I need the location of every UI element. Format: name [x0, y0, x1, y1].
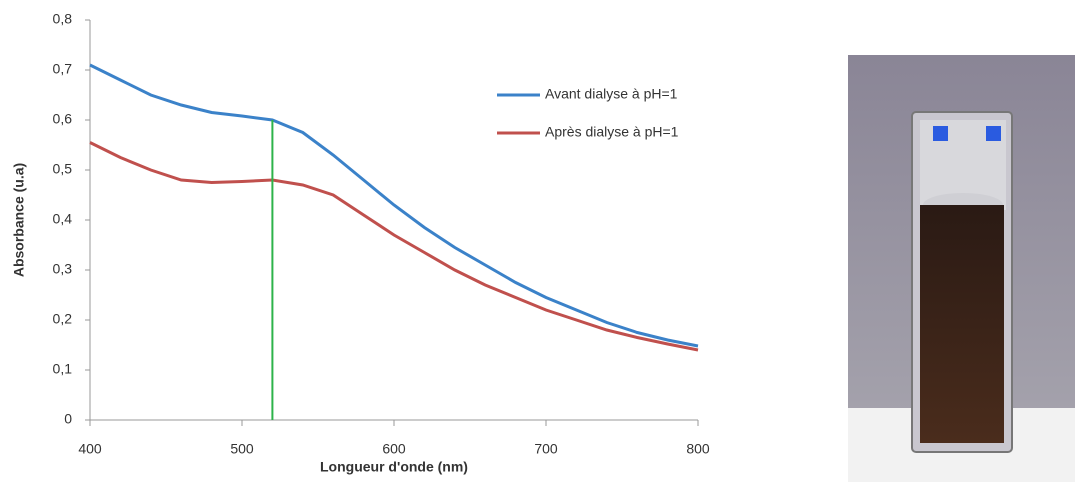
- y-tick-label: 0,2: [53, 311, 73, 327]
- x-axis-title: Longueur d'onde (nm): [320, 459, 468, 475]
- photo: [848, 55, 1075, 482]
- y-tick-label: 0,5: [53, 161, 73, 177]
- y-tick-label: 0,8: [53, 11, 73, 27]
- series-line: [89, 63, 699, 348]
- x-tick-label: 800: [686, 441, 710, 457]
- x-tick-label: 600: [382, 441, 406, 457]
- legend-label: Après dialyse à pH=1: [545, 124, 679, 140]
- y-tick-label: 0,6: [53, 111, 73, 127]
- series-line: [89, 141, 699, 352]
- x-tick-label: 400: [78, 441, 102, 457]
- y-axis-title: Absorbance (u.a): [11, 163, 27, 277]
- y-tick-label: 0,3: [53, 261, 73, 277]
- y-tick-label: 0: [64, 411, 72, 427]
- y-tick-label: 0,7: [53, 61, 73, 77]
- x-tick-label: 700: [534, 441, 558, 457]
- y-tick-label: 0,1: [53, 361, 73, 377]
- x-tick-label: 500: [230, 441, 254, 457]
- legend-label: Avant dialyse à pH=1: [545, 86, 678, 102]
- y-tick-label: 0,4: [53, 211, 73, 227]
